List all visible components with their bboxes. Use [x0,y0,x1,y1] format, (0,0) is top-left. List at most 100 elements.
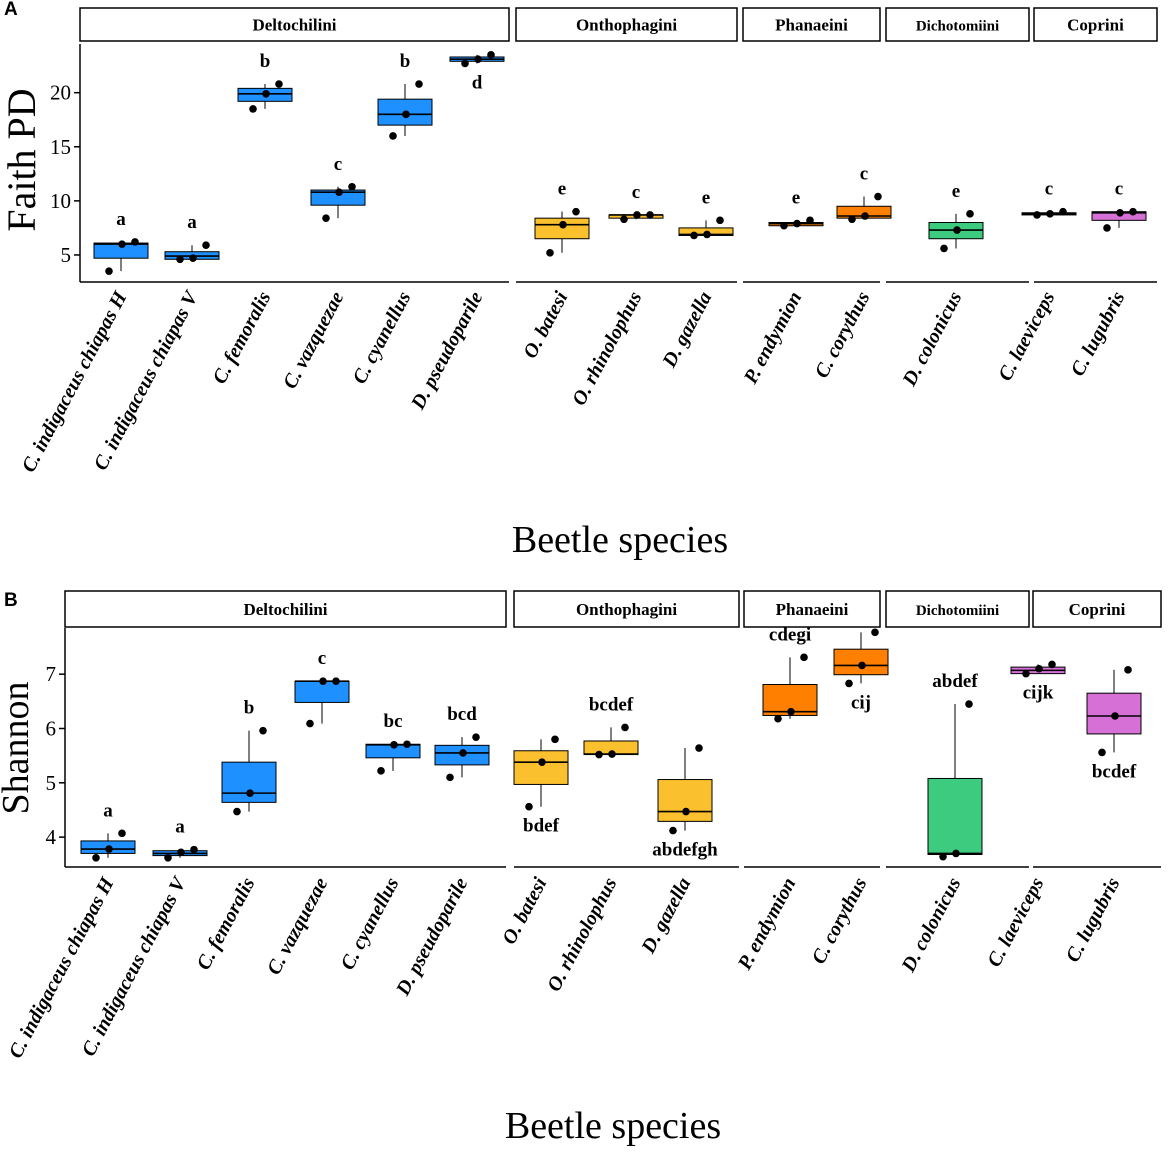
y-tick-label: 15 [50,135,71,159]
box-c-lugubris: bcdef C. lugubris [1062,666,1142,966]
significance-letter: a [187,212,197,233]
x-category-label: D. gazella [637,874,695,958]
data-point [259,726,267,735]
data-point [1116,208,1124,217]
data-point [695,744,703,752]
data-point [377,767,385,775]
data-point [403,740,411,749]
x-category-label: C. laeviceps [994,288,1059,385]
x-category-label: C. femoralis [209,288,276,388]
facet-strip [64,590,507,628]
data-point [1059,207,1067,216]
box-c-femoralis: b C. femoralis [209,51,293,388]
box-body [513,750,569,785]
significance-letter: bcd [447,704,477,725]
facet-strip-label: Onthophagini [576,16,677,35]
significance-letter: bcdef [1092,761,1137,782]
box-o-batesi: bdef O. batesi [498,735,569,948]
significance-letter: cijk [1023,683,1054,704]
x-category-label: P. endymion [739,288,806,388]
x-category-label: O. rhinolophus [568,288,646,409]
y-tick-label: 4 [46,825,57,849]
x-category-label: O. batesi [498,874,552,948]
facet-coprini: Coprini c C. laeviceps c C. lugubris [994,7,1158,385]
data-point [190,845,198,854]
data-point [780,221,788,230]
box-c-vazquezae: c C. vazquezae [279,154,366,393]
box-c-cyanellus: bc C. cyanellus [337,711,421,974]
facet-strip-label: Coprini [1067,16,1124,35]
box-c-lugubris: c C. lugubris [1067,179,1147,380]
significance-letter: a [175,817,185,838]
data-point [848,215,856,224]
facet-strip-label: Deltochilini [252,16,336,35]
x-category-label: D. colonicus [898,288,967,391]
box-p-endymion: e P. endymion [739,187,824,388]
data-point [546,248,554,257]
facet-strip [1033,7,1158,42]
data-point [472,733,480,741]
data-point [787,707,795,716]
significance-letter: c [1045,179,1053,200]
data-point [551,735,559,744]
data-point [306,719,314,728]
facet-onthophagini: Onthophagini e O. batesi c O. rhinolophus e D.… [515,7,738,409]
data-point [1103,224,1111,232]
data-point [118,829,126,838]
x-axis-title: Beetle species [505,1105,721,1147]
data-point [275,80,283,88]
x-category-label: P. endymion [733,874,800,974]
data-point [322,214,330,222]
x-category-label: D. pseudoparile [391,874,472,1000]
significance-letter: c [334,154,342,175]
data-point [461,59,469,68]
data-point [348,183,356,191]
data-point [446,773,454,782]
y-tick-label: 20 [50,81,71,105]
box-c-laeviceps: cijk C. laeviceps [983,660,1066,971]
data-point [538,758,546,766]
panel-b: B 4 5 6 7 Shannon Beetle species Deltochilini a C… [0,590,1162,1147]
data-point [389,132,397,140]
data-point [202,241,210,250]
data-point [861,212,869,220]
y-axis-title: Faith PD [0,88,44,231]
significance-letter: c [1115,179,1123,200]
box-c-cyanellus: b C. cyanellus [349,51,433,388]
data-point [646,211,654,219]
data-point [716,216,724,225]
panel-letter: A [4,0,18,20]
x-category-label: C. vazquezae [279,288,349,393]
x-axis-title: Beetle species [512,519,728,561]
data-point [474,55,482,63]
significance-letter: c [632,182,640,203]
significance-letter: abdef [932,671,978,692]
data-point [806,216,814,225]
significance-letter: b [260,51,271,72]
box-c-vazquezae: c C. vazquezae [263,648,350,979]
facet-dichotomiini: Dichotomiini e D. colonicus [885,7,1030,391]
x-category-label: C. lugubris [1067,288,1130,380]
x-category-label: C. corythus [808,874,872,968]
y-tick-label: 5 [61,243,72,267]
significance-letter: b [400,51,411,72]
facet-strip [515,7,738,42]
significance-letter: e [792,187,800,208]
x-category-label: O. rhinolophus [543,874,621,995]
facet-phanaeini: Phanaeini e P. endymion c C. corythus [739,7,892,388]
data-point [1046,210,1054,218]
data-point [189,254,197,262]
data-point [871,628,879,637]
box-o-rhinolophus: c O. rhinolophus [568,182,664,409]
data-point [118,240,126,248]
box-c-corythus: c C. corythus [811,164,892,382]
data-point [939,852,947,861]
data-point [1098,748,1106,757]
x-category-label: D. gazella [658,288,716,372]
data-point [402,110,410,119]
facet-strip-label: Deltochilini [243,600,327,619]
data-point [1022,669,1030,678]
significance-letter: d [472,72,483,93]
data-point [633,211,641,219]
